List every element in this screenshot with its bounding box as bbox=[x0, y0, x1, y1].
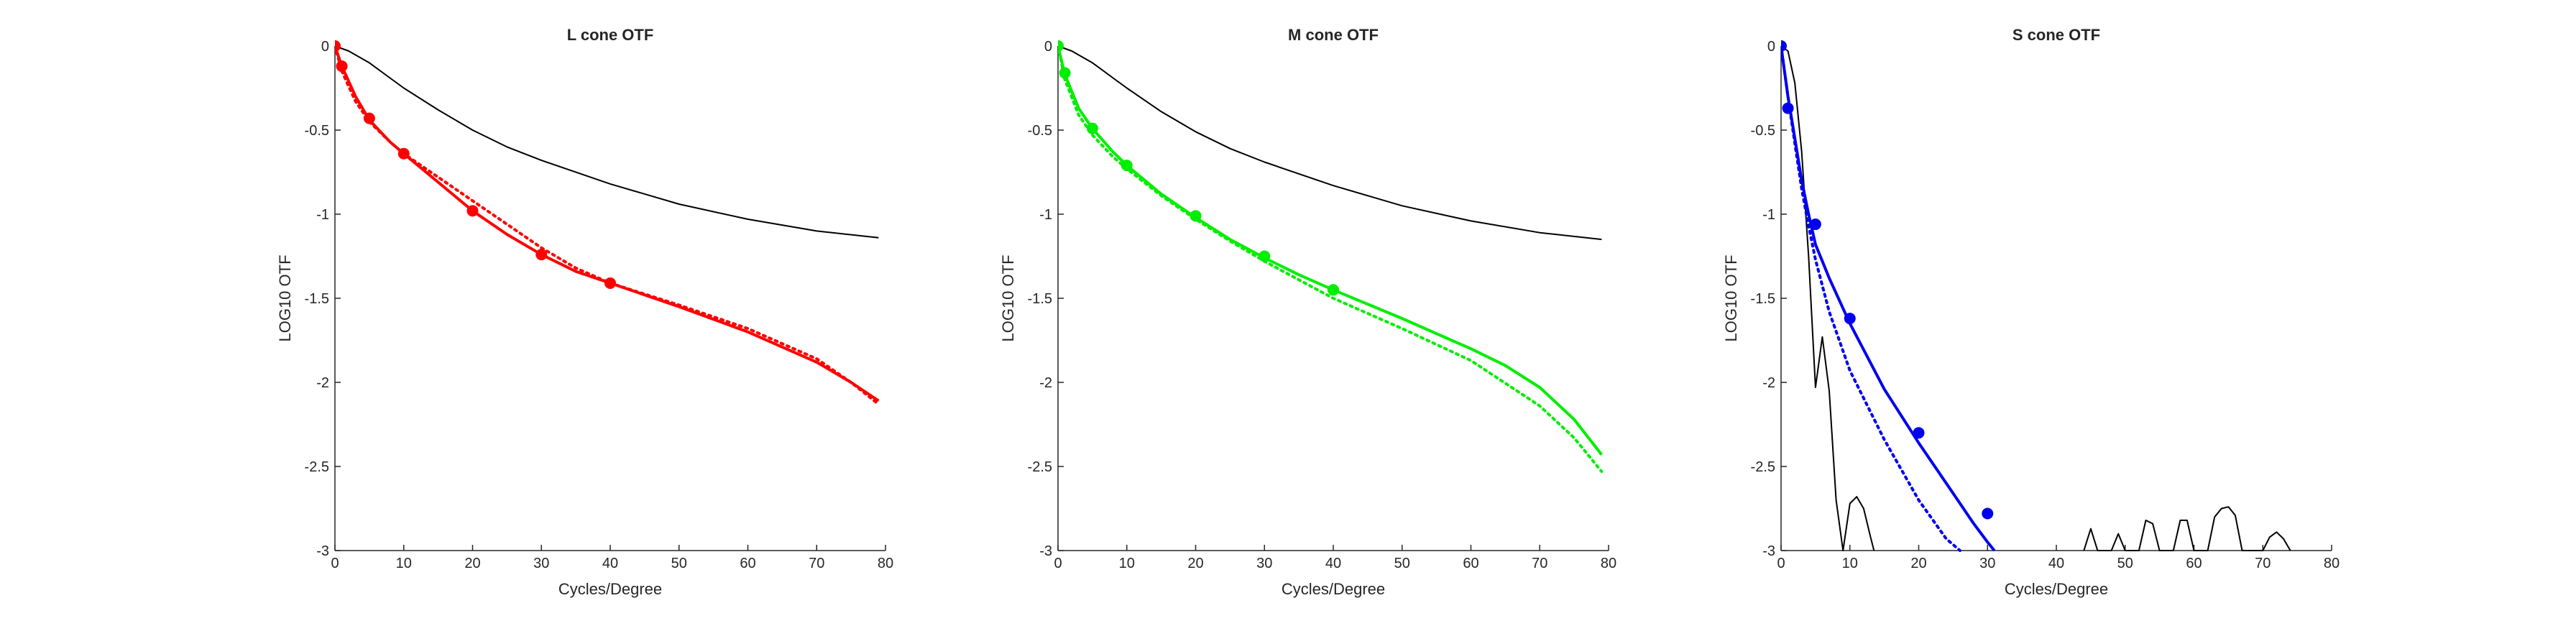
x-tick-label: 20 bbox=[1910, 556, 1926, 571]
y-tick-label: -2.5 bbox=[1028, 459, 1052, 475]
x-tick-label: 50 bbox=[2117, 556, 2133, 571]
data-point bbox=[1259, 250, 1271, 262]
x-tick-label: 10 bbox=[1842, 556, 1858, 571]
x-tick-label: 10 bbox=[1119, 556, 1135, 571]
data-point bbox=[1781, 40, 1787, 52]
x-tick-label: 40 bbox=[602, 556, 618, 571]
data-point bbox=[1121, 160, 1133, 172]
y-tick-label: -2.5 bbox=[1751, 459, 1775, 475]
data-point bbox=[1809, 218, 1821, 231]
data-point bbox=[535, 249, 548, 261]
x-tick-label: 80 bbox=[1601, 556, 1616, 571]
data-point bbox=[1844, 313, 1856, 325]
x-tick-label: 70 bbox=[1532, 556, 1547, 571]
black-reference-line bbox=[1058, 45, 1602, 241]
chart-title: L cone OTF bbox=[567, 26, 654, 44]
x-tick-label: 0 bbox=[1777, 556, 1785, 571]
x-tick-label: 70 bbox=[2255, 556, 2271, 571]
data-point bbox=[1190, 210, 1202, 222]
x-tick-label: 30 bbox=[1256, 556, 1272, 571]
x-tick-label: 70 bbox=[809, 556, 824, 571]
y-tick-label: -1 bbox=[1762, 207, 1775, 223]
y-tick-label: -2 bbox=[316, 375, 329, 391]
y-axis-label: LOG10 OTF bbox=[1722, 254, 1740, 341]
x-tick-label: 60 bbox=[2186, 556, 2202, 571]
data-point bbox=[1058, 40, 1064, 52]
x-tick-label: 30 bbox=[1979, 556, 1995, 571]
y-tick-label: 0 bbox=[1044, 39, 1052, 55]
y-tick-label: -3 bbox=[1762, 543, 1775, 559]
plot-area bbox=[1058, 40, 1604, 473]
black-reference-line bbox=[2083, 506, 2291, 551]
x-axis-label: Cycles/Degree bbox=[2005, 580, 2108, 598]
data-point bbox=[336, 60, 348, 73]
x-tick-label: 40 bbox=[1325, 556, 1341, 571]
y-tick-label: -2 bbox=[1762, 375, 1775, 391]
dotted-fit-line bbox=[335, 45, 880, 406]
y-tick-label: -1.5 bbox=[305, 291, 329, 307]
y-tick-label: 0 bbox=[1767, 39, 1775, 55]
y-tick-label: -3 bbox=[1039, 543, 1052, 559]
y-axis-label: LOG10 OTF bbox=[999, 254, 1017, 341]
data-point bbox=[1913, 427, 1925, 439]
x-axis-label: Cycles/Degree bbox=[1282, 580, 1385, 598]
data-point bbox=[1982, 507, 1994, 520]
x-tick-label: 20 bbox=[1187, 556, 1203, 571]
y-tick-label: 0 bbox=[321, 39, 329, 55]
x-tick-label: 20 bbox=[464, 556, 480, 571]
data-point bbox=[1086, 122, 1098, 134]
x-tick-label: 60 bbox=[740, 556, 755, 571]
y-tick-label: -1.5 bbox=[1028, 291, 1052, 307]
x-axis-label: Cycles/Degree bbox=[558, 580, 662, 598]
plot-area bbox=[1781, 40, 2291, 552]
y-tick-label: -2 bbox=[1039, 375, 1052, 391]
x-tick-label: 0 bbox=[331, 556, 339, 571]
dotted-fit-line bbox=[1781, 45, 1961, 552]
data-point bbox=[604, 277, 616, 289]
data-point bbox=[363, 112, 375, 124]
data-point bbox=[1059, 67, 1071, 79]
y-tick-label: -1 bbox=[1039, 207, 1052, 223]
x-tick-label: 50 bbox=[1394, 556, 1410, 571]
x-tick-label: 0 bbox=[1054, 556, 1062, 571]
black-reference-line bbox=[1781, 45, 1875, 551]
chart-panel-s-cone: S cone OTF Cycles/Degree LOG10 OTF 0 10 20… bbox=[1722, 26, 2340, 598]
solid-fit-line bbox=[1058, 45, 1603, 456]
solid-fit-line bbox=[1781, 45, 1996, 552]
data-point bbox=[1782, 102, 1794, 114]
black-reference-line bbox=[335, 45, 879, 239]
x-tick-label: 40 bbox=[2048, 556, 2064, 571]
x-tick-label: 60 bbox=[1463, 556, 1478, 571]
y-tick-label: -1 bbox=[316, 207, 329, 223]
data-point bbox=[466, 205, 479, 217]
y-tick-label: -0.5 bbox=[1028, 123, 1052, 139]
x-tick-label: 80 bbox=[2324, 556, 2340, 571]
y-tick-label: -1.5 bbox=[1751, 291, 1775, 307]
y-tick-label: -0.5 bbox=[305, 123, 329, 139]
y-tick-label: -3 bbox=[316, 543, 329, 559]
y-tick-label: -0.5 bbox=[1751, 123, 1775, 139]
data-point bbox=[397, 147, 410, 160]
x-tick-label: 80 bbox=[878, 556, 893, 571]
solid-fit-line bbox=[335, 45, 880, 402]
data-point bbox=[1328, 284, 1339, 296]
chart-title: S cone OTF bbox=[2012, 26, 2100, 44]
x-tick-label: 10 bbox=[396, 556, 412, 571]
dotted-fit-line bbox=[1058, 45, 1604, 473]
y-axis-label: LOG10 OTF bbox=[276, 254, 294, 341]
chart-panel-l-cone: L cone OTF Cycles/Degree LOG10 OTF 0 10 20… bbox=[276, 26, 893, 598]
chart-title: M cone OTF bbox=[1288, 26, 1379, 44]
x-tick-label: 30 bbox=[533, 556, 549, 571]
plot-area bbox=[335, 40, 880, 406]
x-tick-label: 50 bbox=[671, 556, 687, 571]
chart-panel-m-cone: M cone OTF Cycles/Degree LOG10 OTF 0 10 20… bbox=[999, 26, 1616, 598]
y-tick-label: -2.5 bbox=[305, 459, 329, 475]
data-point bbox=[335, 40, 341, 52]
